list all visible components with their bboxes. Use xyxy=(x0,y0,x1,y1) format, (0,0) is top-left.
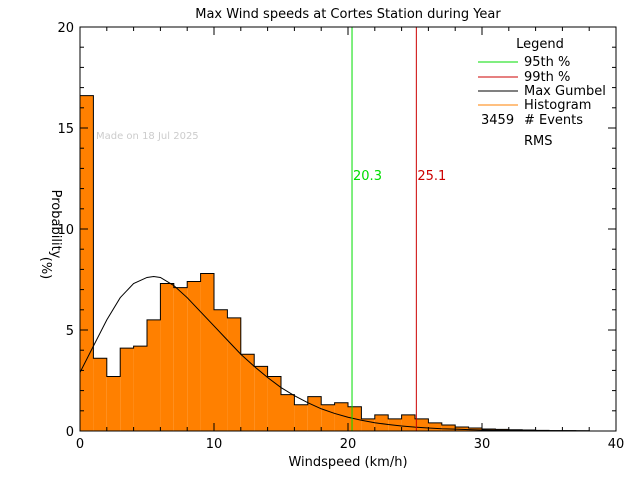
y-axis-label: Probability xyxy=(48,190,63,259)
histogram-bar xyxy=(374,414,389,431)
axes: 0 10 20 30 40 0 5 10 15 20 xyxy=(57,21,624,452)
legend: Legend 95th % 99th % Max Gumbel Histogra… xyxy=(478,37,606,149)
histogram-bar xyxy=(93,358,107,431)
x-tick-label: 40 xyxy=(608,437,625,452)
percentile-lines: 20.3 25.1 xyxy=(351,27,446,431)
histogram-bar xyxy=(321,404,335,431)
histogram-bar xyxy=(334,402,348,431)
histogram-bar xyxy=(254,366,268,431)
histogram-bar xyxy=(307,396,322,431)
legend-events-label: # Events xyxy=(524,113,583,128)
y-tick-label: 20 xyxy=(57,21,74,36)
histogram-bar xyxy=(80,95,94,432)
histogram-bar xyxy=(106,376,121,431)
histogram-bar xyxy=(120,348,134,431)
y-tick-label: 15 xyxy=(57,122,74,137)
legend-title: Legend xyxy=(516,37,564,52)
histogram-bar xyxy=(187,281,201,431)
histogram-bar xyxy=(147,319,161,431)
gumbel-curve xyxy=(79,275,590,432)
histogram-bar xyxy=(133,346,147,431)
histogram-bar xyxy=(281,394,295,431)
y-axis-unit: (%) xyxy=(38,257,53,280)
histogram-bar xyxy=(415,418,429,431)
histogram-bar xyxy=(428,422,442,431)
histogram-bar xyxy=(240,354,255,431)
percentile-label-0: 20.3 xyxy=(353,169,382,184)
percentile-label-1: 25.1 xyxy=(417,169,446,184)
histogram-bar xyxy=(441,424,456,431)
y-tick-label: 10 xyxy=(57,223,74,238)
histogram-bar xyxy=(294,404,308,431)
histogram-bar xyxy=(160,283,174,431)
histogram-series xyxy=(80,95,616,432)
legend-label-histogram: Histogram xyxy=(524,98,591,113)
histogram-bar xyxy=(214,309,228,431)
legend-label-99th: 99th % xyxy=(524,70,570,85)
x-tick-label: 20 xyxy=(340,437,357,452)
chart-title: Max Wind speeds at Cortes Station during… xyxy=(195,7,501,22)
y-tick-label: 5 xyxy=(66,324,74,339)
made-on-note: Made on 18 Jul 2025 xyxy=(96,131,199,142)
legend-label-95th: 95th % xyxy=(524,55,570,70)
x-tick-label: 10 xyxy=(206,437,223,452)
histogram-outline xyxy=(80,95,616,432)
histogram-bar xyxy=(401,414,415,431)
legend-events-count: 3459 xyxy=(481,113,514,128)
legend-rms-label: RMS xyxy=(524,134,553,149)
x-tick-label: 30 xyxy=(474,437,491,452)
histogram-bar xyxy=(173,287,188,431)
y-tick-label: 0 xyxy=(66,425,74,440)
histogram-bar xyxy=(267,376,281,431)
gumbel-series xyxy=(79,275,590,432)
x-tick-label: 0 xyxy=(76,437,84,452)
x-axis-label: Windspeed (km/h) xyxy=(288,455,407,470)
legend-label-gumbel: Max Gumbel xyxy=(524,84,606,99)
histogram-bar xyxy=(227,317,241,431)
histogram-bar xyxy=(200,273,214,431)
